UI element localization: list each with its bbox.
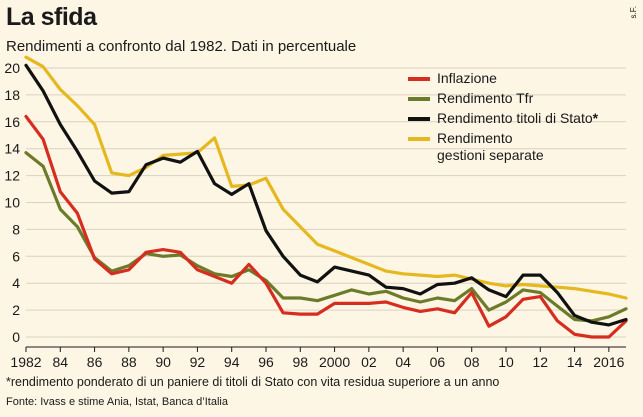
chart-series (24, 55, 628, 339)
x-tick-label: 06 (430, 354, 446, 370)
series-line-1 (24, 151, 628, 323)
legend-item-gestioni-separate: Rendimento gestioni separate (408, 130, 642, 164)
y-tick-label: 0 (12, 329, 20, 345)
legend-swatch-tfr (408, 97, 430, 101)
x-tick-label: 02 (361, 354, 377, 370)
y-tick-label: 16 (4, 114, 20, 130)
source-note: Fonte: Ivass e stime Ania, Istat, Banca … (6, 396, 228, 408)
legend-item-titoli-stato: Rendimento titoli di Stato* (408, 110, 642, 127)
x-tick-label: 96 (258, 354, 274, 370)
x-tick-label: 12 (532, 354, 548, 370)
x-tick-label: 84 (52, 354, 68, 370)
chart-legend: Inflazione Rendimento Tfr Rendimento tit… (408, 70, 642, 167)
x-tick-label: 14 (567, 354, 583, 370)
x-tick-label: 88 (121, 354, 137, 370)
legend-item-inflazione: Inflazione (408, 70, 642, 87)
y-tick-label: 10 (4, 195, 20, 211)
series-line-2 (24, 63, 628, 327)
x-tick-label: 98 (292, 354, 308, 370)
legend-label-tfr: Rendimento Tfr (437, 90, 534, 106)
legend-swatch-inflazione (408, 77, 430, 81)
x-tick-label: 1982 (10, 354, 41, 370)
series-line-3 (24, 55, 628, 300)
x-tick-label: 92 (190, 354, 206, 370)
series-line-0 (24, 114, 628, 339)
chart-subtitle: Rendimenti a confronto dal 1982. Dati in… (6, 38, 357, 55)
legend-swatch-gestioni-separate (408, 137, 430, 141)
y-tick-label: 14 (4, 141, 20, 157)
x-axis-ticks: 1982 84 86 88 90 92 94 96 98 2000 02 04 06 08 10 12 14 20… (10, 346, 626, 370)
x-tick-label: 08 (464, 354, 480, 370)
footnote: *rendimento ponderato di un paniere di t… (6, 375, 500, 389)
x-tick-label: 04 (395, 354, 411, 370)
legend-item-tfr: Rendimento Tfr (408, 90, 642, 107)
legend-asterisk: * (592, 110, 599, 126)
x-tick-label: 2016 (593, 354, 624, 370)
chart-grid (26, 67, 626, 338)
legend-label-inflazione: Inflazione (437, 70, 497, 86)
y-axis-ticks: 0 2 4 6 8 10 12 14 16 18 20 (4, 60, 20, 345)
y-tick-label: 4 (12, 275, 20, 291)
x-tick-label: 94 (224, 354, 240, 370)
legend-label-titoli-stato-wrap: Rendimento titoli di Stato* (437, 110, 642, 127)
y-tick-label: 8 (12, 221, 20, 237)
y-tick-label: 18 (4, 87, 20, 103)
x-tick-label: 86 (87, 354, 103, 370)
chart-title: La sfida (6, 3, 97, 31)
y-tick-label: 20 (4, 60, 20, 76)
x-tick-label: 90 (155, 354, 171, 370)
legend-swatch-titoli-stato (408, 117, 430, 121)
y-tick-label: 2 (12, 302, 20, 318)
legend-label-gestioni-separate: Rendimento gestioni separate (437, 130, 544, 163)
legend-label-titoli-stato: Rendimento titoli di Stato (437, 110, 593, 126)
y-tick-label: 6 (12, 248, 20, 264)
y-tick-label: 12 (4, 168, 20, 184)
x-tick-label: 10 (498, 354, 514, 370)
x-tick-label: 2000 (319, 354, 350, 370)
